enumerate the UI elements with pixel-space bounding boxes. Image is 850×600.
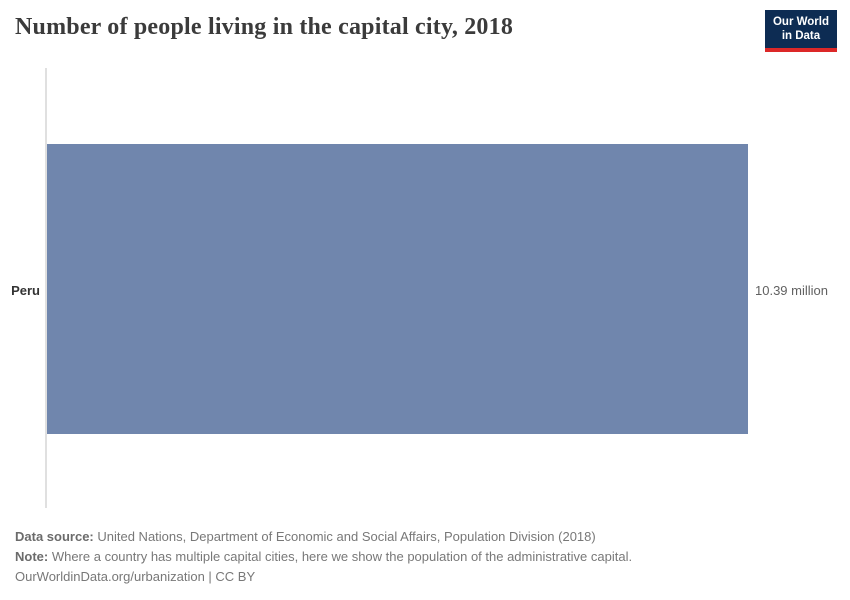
data-source-line: Data source: United Nations, Department … <box>15 527 632 547</box>
bar-track <box>47 144 748 434</box>
y-axis-line <box>45 68 47 508</box>
owid-logo[interactable]: Our World in Data <box>764 10 837 52</box>
citation-line: OurWorldinData.org/urbanization | CC BY <box>15 569 256 584</box>
note-label: Note: <box>15 549 49 564</box>
chart-title: Number of people living in the capital c… <box>15 14 514 40</box>
data-source-text: United Nations, Department of Economic a… <box>93 529 596 544</box>
owid-logo-line2: in Data <box>781 30 821 43</box>
entity-label-peru: Peru <box>11 283 40 298</box>
owid-logo-line1: Our World <box>772 16 829 28</box>
bar[interactable] <box>47 144 748 434</box>
chart-footer: Data source: United Nations, Department … <box>15 527 632 587</box>
bar-value-label: 10.39 million <box>755 283 828 298</box>
note-line: Note: Where a country has multiple capit… <box>15 547 632 567</box>
data-source-label: Data source: <box>15 529 94 544</box>
note-text: Where a country has multiple capital cit… <box>48 549 633 564</box>
